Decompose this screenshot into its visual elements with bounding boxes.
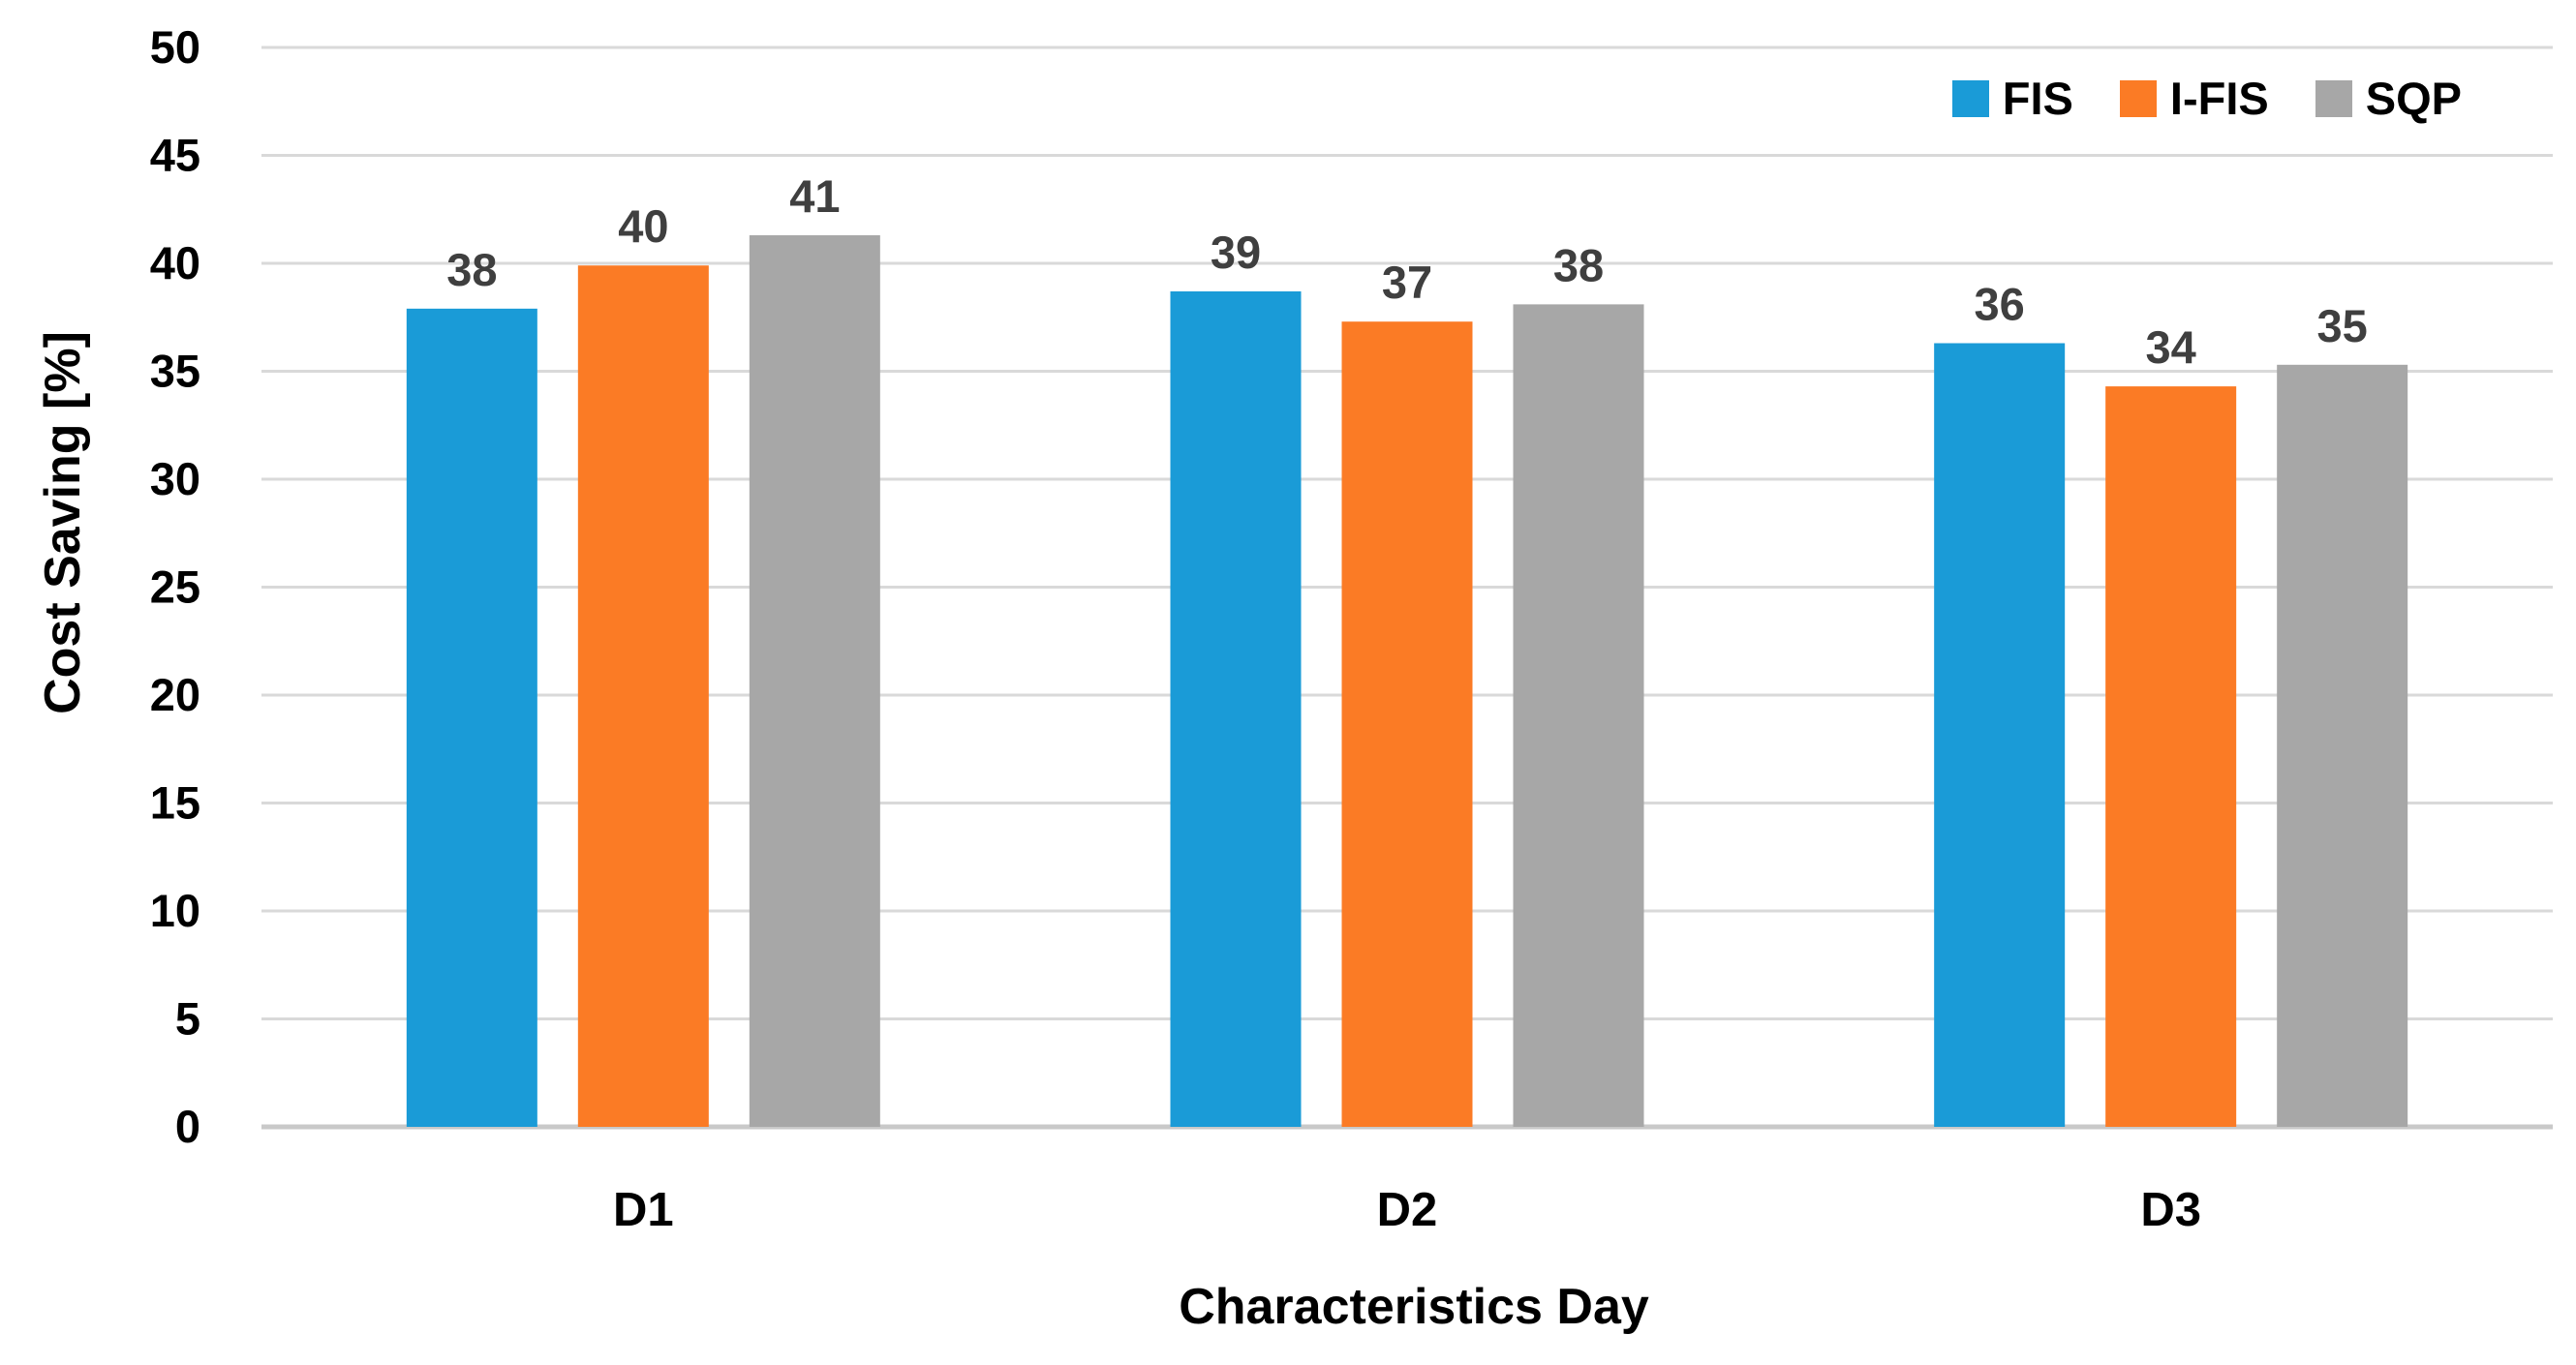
- bar-i-fis-d1: [577, 265, 709, 1128]
- bar-sqp-d1: [749, 235, 880, 1127]
- bar-fis-d1: [406, 308, 537, 1128]
- legend-item-sqp: SQP: [2315, 73, 2462, 124]
- bar-value-label: 39: [1211, 227, 1261, 278]
- legend-swatch-sqp: [2315, 80, 2352, 117]
- bar-value-label: 35: [2317, 300, 2368, 351]
- x-category-label-d3: D3: [2140, 1184, 2201, 1236]
- y-tick-label: 20: [150, 669, 200, 720]
- legend-item-fis: FIS: [1951, 73, 2073, 124]
- bar-sqp-d2: [1513, 304, 1644, 1127]
- bar-sqp-d3: [2277, 364, 2408, 1127]
- y-tick-label: 10: [150, 885, 200, 936]
- bar-value-label: 41: [789, 170, 840, 222]
- y-tick-label: 15: [150, 777, 200, 829]
- y-axis-title: Cost Saving [%]: [35, 331, 91, 714]
- bar-value-label: 37: [1382, 257, 1432, 308]
- bar-value-label: 34: [2146, 321, 2196, 373]
- y-tick-label: 0: [175, 1101, 200, 1152]
- legend-swatch-i-fis: [2119, 80, 2157, 117]
- y-tick-label: 25: [150, 561, 200, 613]
- y-tick-label: 5: [175, 993, 200, 1045]
- y-tick-label: 30: [150, 453, 200, 504]
- bar-value-label: 38: [1553, 239, 1604, 290]
- legend-label: FIS: [2002, 73, 2073, 124]
- bar-value-label: 38: [446, 244, 497, 295]
- bar-fis-d2: [1170, 290, 1302, 1127]
- legend-item-i-fis: I-FIS: [2119, 73, 2269, 124]
- x-category-label-d2: D2: [1377, 1184, 1438, 1236]
- legend-swatch-fis: [1951, 80, 1989, 117]
- legend: FIS I-FIS SQP: [1951, 73, 2462, 124]
- x-category-label-d1: D1: [613, 1184, 674, 1236]
- y-tick-label: 40: [150, 237, 200, 288]
- bar-value-label: 40: [618, 200, 668, 252]
- bar-i-fis-d2: [1341, 321, 1473, 1128]
- legend-label: I-FIS: [2169, 73, 2269, 124]
- bar-i-fis-d3: [2105, 386, 2237, 1127]
- bar-value-label: 36: [1975, 279, 2025, 330]
- y-tick-label: 45: [150, 130, 200, 181]
- bar-fis-d3: [1934, 343, 2066, 1127]
- y-tick-label: 35: [150, 346, 200, 397]
- y-tick-label: 50: [150, 21, 200, 73]
- legend-label: SQP: [2365, 73, 2462, 124]
- x-axis-title: Characteristics Day: [1179, 1279, 1649, 1335]
